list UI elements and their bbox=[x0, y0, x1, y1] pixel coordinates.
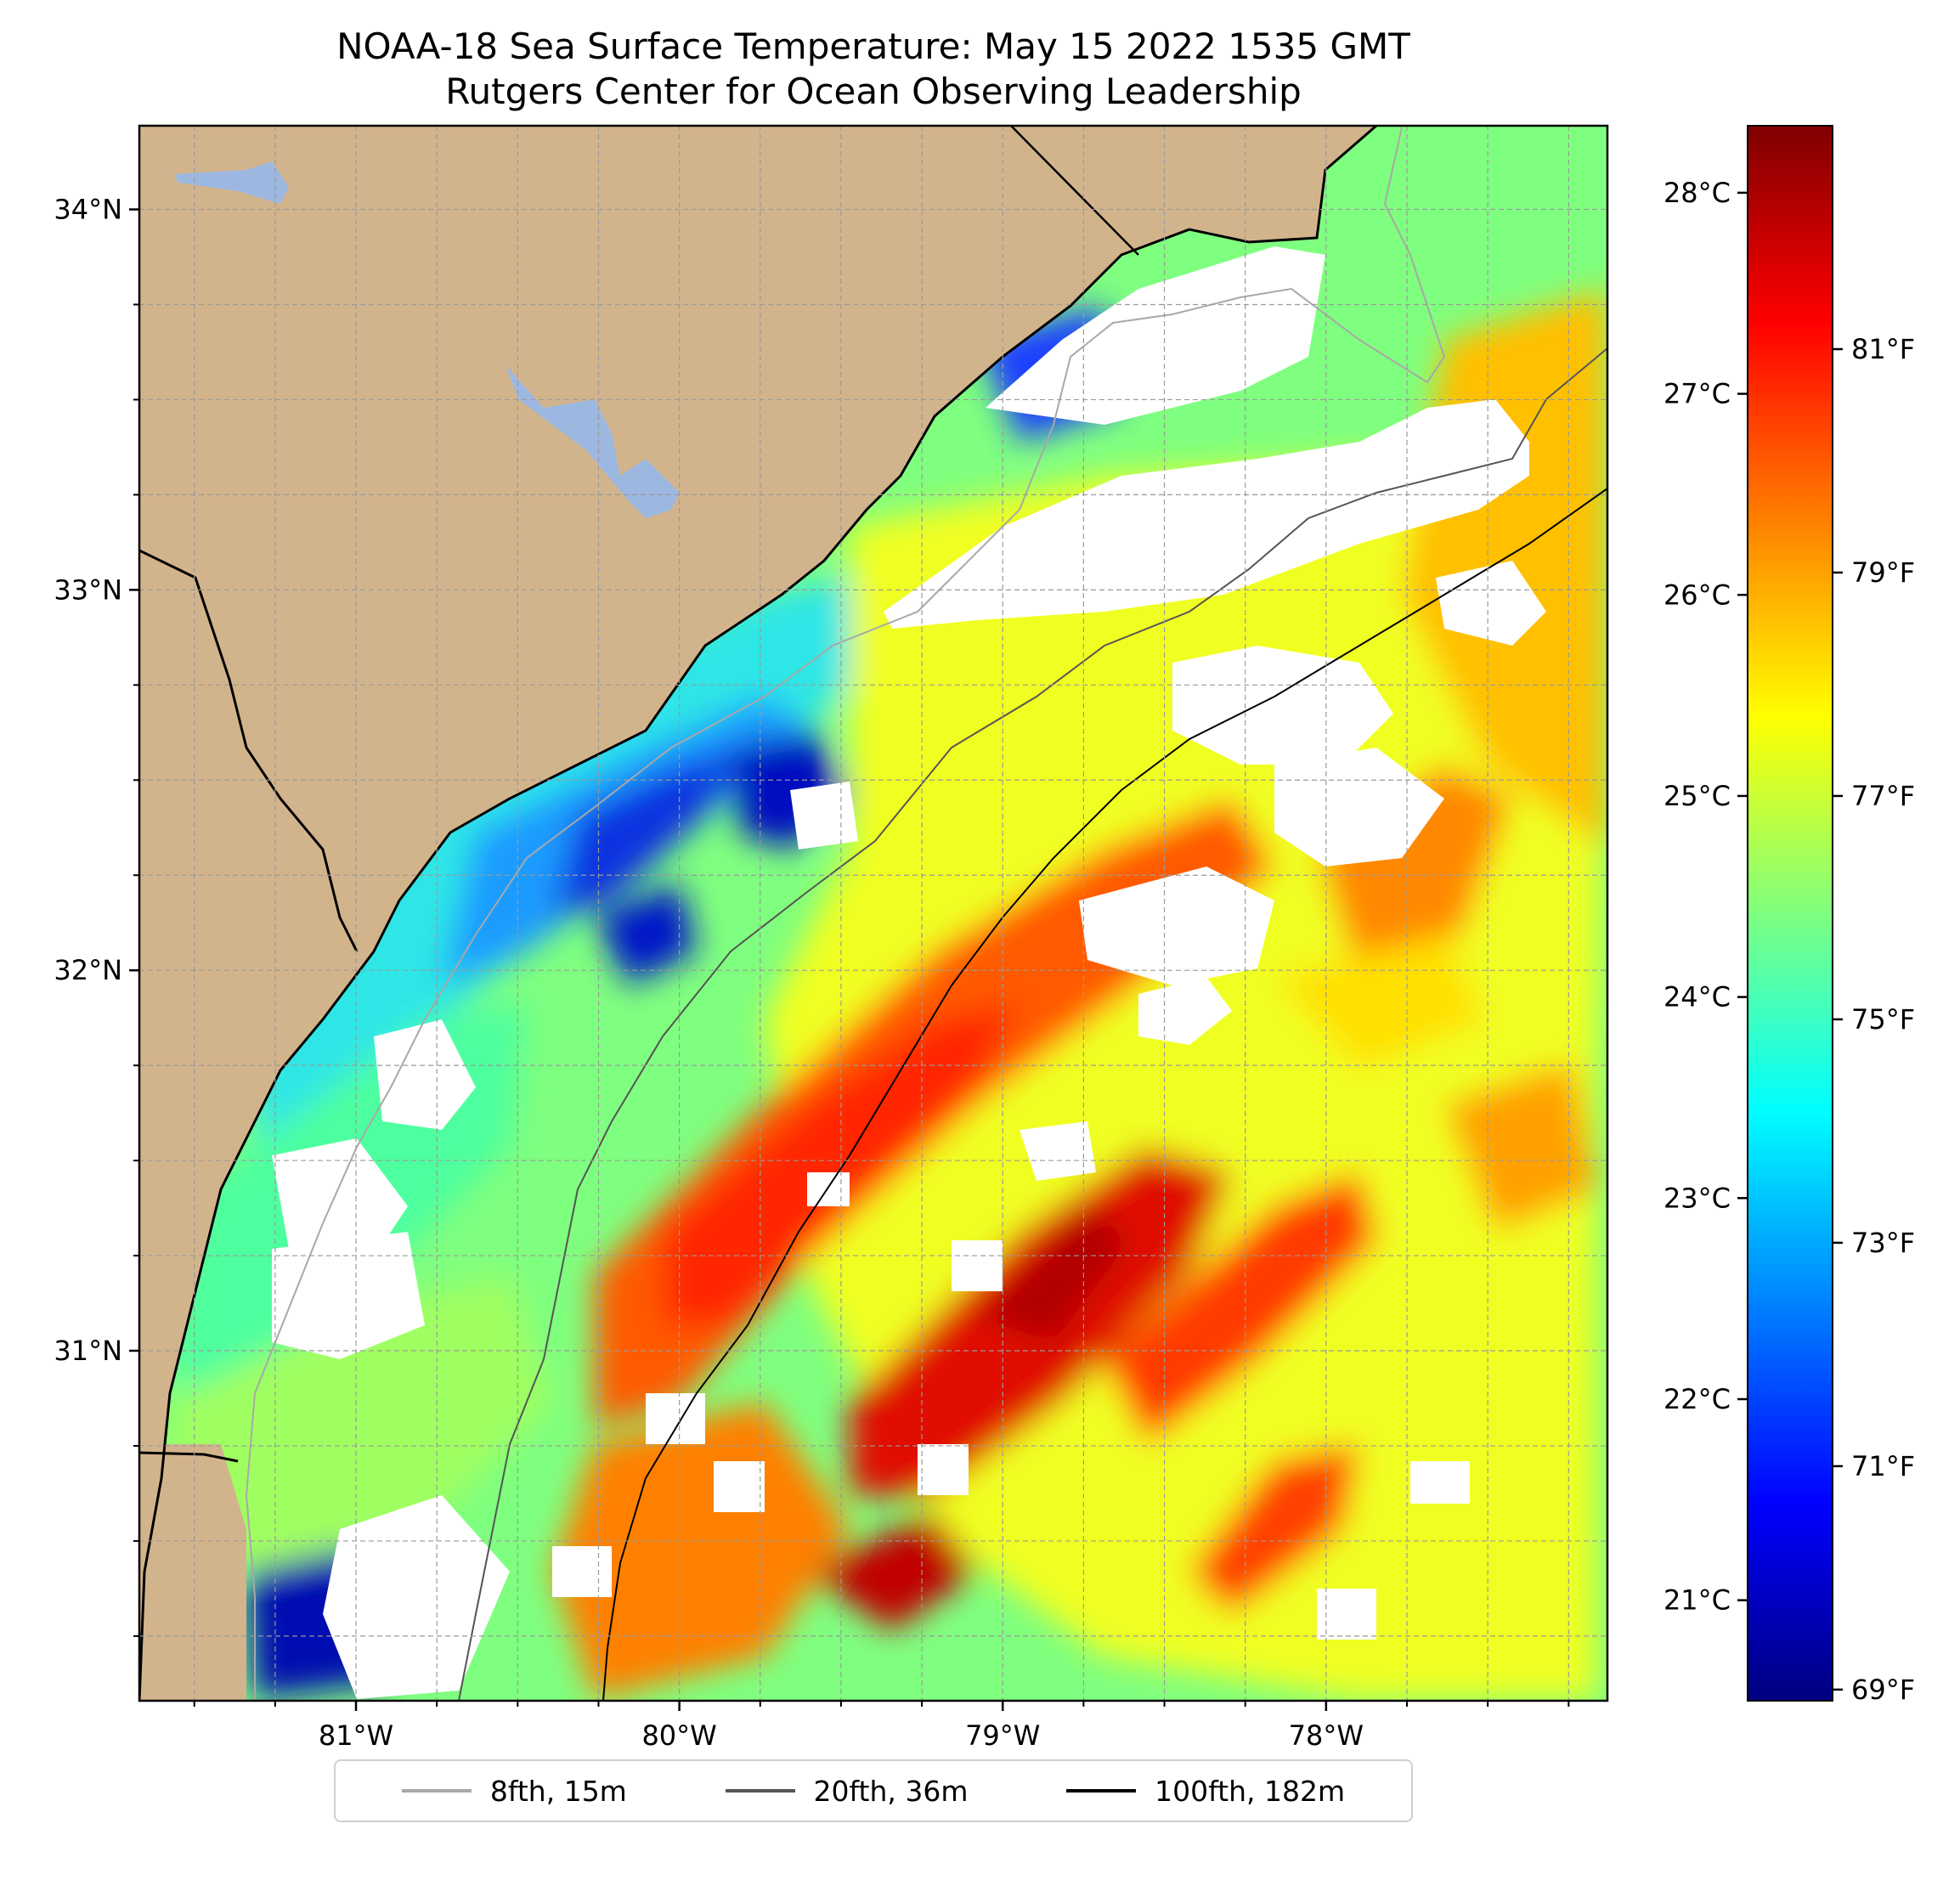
lat-tick-label: 34°N bbox=[54, 194, 122, 226]
state-border-ga-fl bbox=[139, 1451, 239, 1463]
celsius-tick-label: 24°C bbox=[1663, 981, 1731, 1013]
map-gridlines bbox=[133, 126, 1607, 1707]
isobath-legend: 8fth, 15m 20fth, 36m 100fth, 182m bbox=[334, 1759, 1413, 1822]
legend-label-20fth: 20fth, 36m bbox=[813, 1774, 969, 1808]
fahrenheit-tick-label: 79°F bbox=[1851, 556, 1915, 589]
legend-item-100fth: 100fth, 182m bbox=[1066, 1775, 1345, 1808]
lake-north bbox=[174, 161, 289, 204]
map-area[interactable] bbox=[139, 126, 1607, 1701]
title-line-2: Rutgers Center for Ocean Observing Leade… bbox=[445, 71, 1302, 112]
celsius-tick-label: 23°C bbox=[1663, 1182, 1731, 1214]
legend-label-100fth: 100fth, 182m bbox=[1155, 1774, 1346, 1808]
fahrenheit-tick-label: 77°F bbox=[1851, 780, 1915, 812]
colorbar-celsius-axis: 28°C 27°C 26°C 25°C 24°C 23°C 22°C 21°C bbox=[1663, 177, 1748, 1617]
state-border-nc-sc bbox=[1010, 126, 1139, 256]
land-mass bbox=[139, 126, 1376, 1701]
legend-label-8fth: 8fth, 15m bbox=[489, 1774, 627, 1808]
fahrenheit-tick-label: 81°F bbox=[1851, 333, 1915, 365]
fahrenheit-tick-label: 69°F bbox=[1851, 1674, 1915, 1706]
legend-swatch-100fth bbox=[1066, 1789, 1137, 1792]
map-title: NOAA-18 Sea Surface Temperature: May 15 … bbox=[139, 24, 1607, 114]
celsius-tick-label: 22°C bbox=[1663, 1383, 1731, 1415]
isobath-8fth-path bbox=[245, 127, 1446, 1701]
fahrenheit-tick-label: 75°F bbox=[1851, 1003, 1915, 1036]
colorbar bbox=[1747, 125, 1833, 1702]
state-border-sc-ga bbox=[139, 549, 359, 952]
land-south bbox=[139, 1444, 246, 1701]
lon-tick-label: 78°W bbox=[1289, 1719, 1364, 1752]
lake-marion bbox=[506, 365, 680, 518]
legend-swatch-20fth bbox=[725, 1789, 795, 1792]
colorbar-fahrenheit-axis: 81°F 79°F 77°F 75°F 73°F 71°F 69°F bbox=[1833, 333, 1915, 1706]
latitude-axis: 34°N 33°N 32°N 31°N bbox=[54, 194, 139, 1367]
lon-tick-label: 79°W bbox=[965, 1719, 1040, 1752]
isobath-100fth-path bbox=[602, 488, 1607, 1701]
legend-item-20fth: 20fth, 36m bbox=[725, 1774, 969, 1808]
lon-tick-label: 80°W bbox=[641, 1719, 716, 1752]
lat-tick-label: 32°N bbox=[54, 954, 122, 986]
lat-tick-label: 33°N bbox=[54, 573, 122, 606]
fahrenheit-tick-label: 73°F bbox=[1851, 1227, 1915, 1259]
lat-tick-label: 31°N bbox=[54, 1335, 122, 1367]
map-frame bbox=[138, 124, 1609, 1702]
title-line-1: NOAA-18 Sea Surface Temperature: May 15 … bbox=[336, 25, 1410, 67]
celsius-tick-label: 25°C bbox=[1663, 780, 1731, 812]
fahrenheit-tick-label: 71°F bbox=[1851, 1450, 1915, 1482]
legend-item-8fth: 8fth, 15m bbox=[401, 1774, 627, 1808]
lon-tick-label: 81°W bbox=[319, 1719, 393, 1752]
celsius-tick-label: 26°C bbox=[1663, 579, 1731, 611]
longitude-axis: 81°W 80°W 79°W 78°W bbox=[319, 1701, 1364, 1752]
cloud-mask bbox=[272, 246, 1546, 1699]
celsius-tick-label: 21°C bbox=[1663, 1584, 1731, 1617]
celsius-tick-label: 27°C bbox=[1663, 378, 1731, 410]
celsius-tick-label: 28°C bbox=[1663, 177, 1731, 209]
isobath-20fth-path bbox=[458, 347, 1607, 1701]
legend-swatch-8fth bbox=[401, 1789, 472, 1792]
